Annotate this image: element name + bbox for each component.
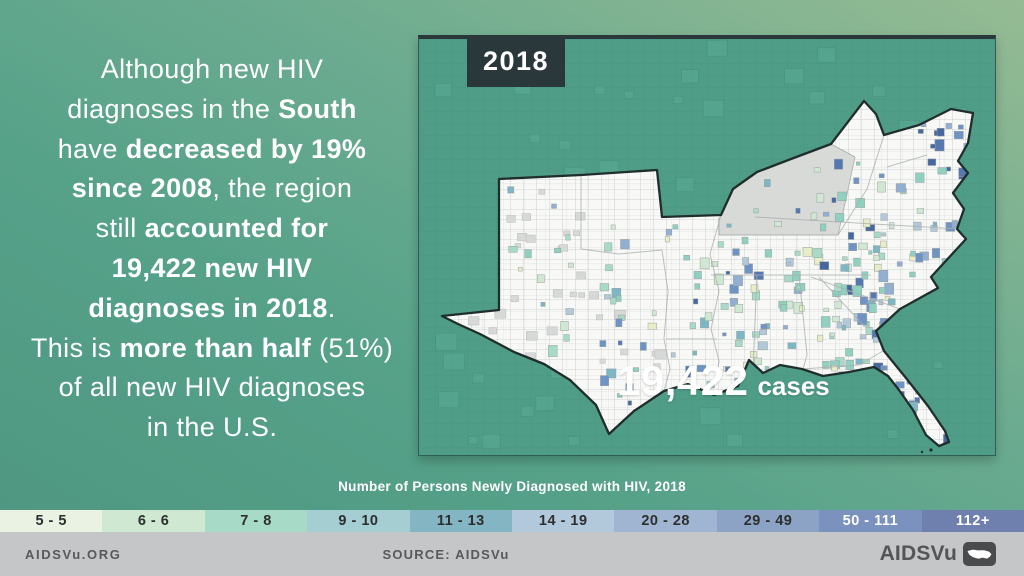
headline-segment: diagnoses in 2018 [88,292,328,323]
logo-text: AIDSVu [879,542,957,565]
headline-segment: still [95,213,145,244]
headline-segment: Although new HIV [100,54,324,84]
headline-segment: (51%) [311,332,394,363]
us-map-icon [963,542,996,566]
headline-line: diagnoses in 2018. [16,289,408,329]
cases-unit: cases [757,371,830,401]
legend-bin: 20 - 28 [614,510,717,532]
south-region-choropleth-map [419,39,995,455]
legend-title: Number of Persons Newly Diagnosed with H… [338,479,686,494]
headline-segment: since 2008 [71,173,213,204]
legend-bin: 11 - 13 [409,510,513,532]
site-url: AIDSVu.ORG [25,546,122,562]
legend-bin: 50 - 111 [819,510,922,532]
headline-segment: . [327,292,336,323]
legend-bin: 9 - 10 [307,510,410,532]
legend-bin: 29 - 49 [716,510,820,532]
headline-segment: have [57,133,126,164]
headline-line: of all new HIV diagnoses [16,368,408,408]
headline-line: since 2008, the region [16,169,408,209]
headline-segment: decreased by 19% [125,133,367,164]
cases-callout: 19,422 cases [617,357,830,405]
headline-line: have decreased by 19% [16,130,408,170]
headline-segment: diagnoses in the [67,93,279,124]
region-outline [440,99,975,448]
headline-segment: 19,422 new HIV [111,252,313,283]
year-badge: 2018 [467,35,565,87]
headline-line: in the U.S. [16,408,408,448]
headline-line: Although new HIV [16,50,408,90]
headline-segment: South [278,93,357,124]
headline-line: 19,422 new HIV [16,249,408,289]
aidsvu-logo: AIDSVu [880,532,996,576]
headline-segment: more than half [119,332,312,363]
map-panel: 2018 19,422 cases [418,35,996,456]
headline-segment: This is [30,332,120,363]
footer-bar: AIDSVu.ORG SOURCE: AIDSVu AIDSVu [0,532,1024,576]
legend-bin: 5 - 5 [0,510,103,532]
headline-segment: accounted for [144,213,329,244]
state-borders [580,134,960,392]
headline-line: This is more than half (51%) [16,329,408,369]
headline-segment: of all new HIV diagnoses [58,372,366,403]
legend-bin: 6 - 6 [102,510,205,532]
headline-segment: in the U.S. [146,412,278,443]
legend-bin: 14 - 19 [512,510,615,532]
legend-bin: 112+ [921,510,1024,532]
headline-line: still accounted for [16,209,408,249]
cases-value: 19,422 [617,357,749,404]
legend-bin: 7 - 8 [204,510,308,532]
headline-line: diagnoses in the South [16,90,408,130]
source-credit: SOURCE: AIDSVu [382,546,510,562]
headline-text: Although new HIV diagnoses in the South ha… [16,50,408,448]
headline-segment: , the region [212,173,353,204]
